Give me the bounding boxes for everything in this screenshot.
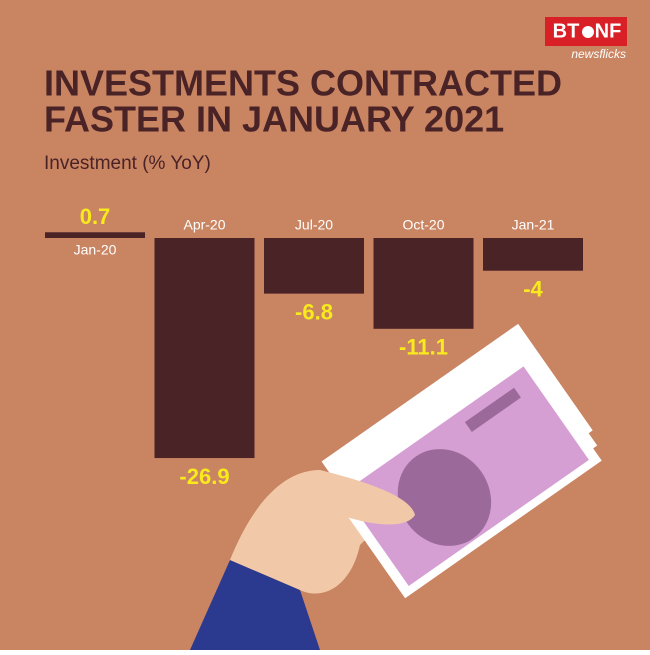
value-label: -6.8 xyxy=(295,299,333,324)
thumb xyxy=(320,470,415,525)
bar xyxy=(264,238,364,294)
logo-dot xyxy=(582,26,594,38)
chart-title: FASTER IN JANUARY 2021 xyxy=(44,99,504,140)
logo-right: NF xyxy=(595,20,622,42)
bar xyxy=(154,238,255,459)
note-strip xyxy=(464,387,521,432)
value-label: -11.1 xyxy=(399,335,448,360)
chart-title: INVESTMENTS CONTRACTED xyxy=(44,63,562,104)
chart-subtitle: Investment (% YoY) xyxy=(44,153,211,174)
category-label: Jan-20 xyxy=(74,242,117,258)
bar xyxy=(483,238,583,271)
note-portrait xyxy=(397,449,492,546)
category-label: Jan-21 xyxy=(512,217,555,233)
bar xyxy=(45,232,145,238)
bar xyxy=(373,238,474,329)
value-label: 0.7 xyxy=(80,204,111,229)
logo-left: BT xyxy=(553,20,580,42)
category-label: Jul-20 xyxy=(295,217,333,233)
value-label: -26.9 xyxy=(179,464,229,489)
illustration xyxy=(190,323,602,650)
sleeve xyxy=(190,560,320,650)
value-label: -4 xyxy=(523,277,543,302)
logo-tagline: newsflicks xyxy=(571,47,626,61)
category-label: Oct-20 xyxy=(402,217,444,233)
plot: Jan-20 0.7 Apr-20 -26.9 Jul-20 -6.8 Oct-20 -11.… xyxy=(45,204,583,489)
category-label: Apr-20 xyxy=(183,217,225,233)
